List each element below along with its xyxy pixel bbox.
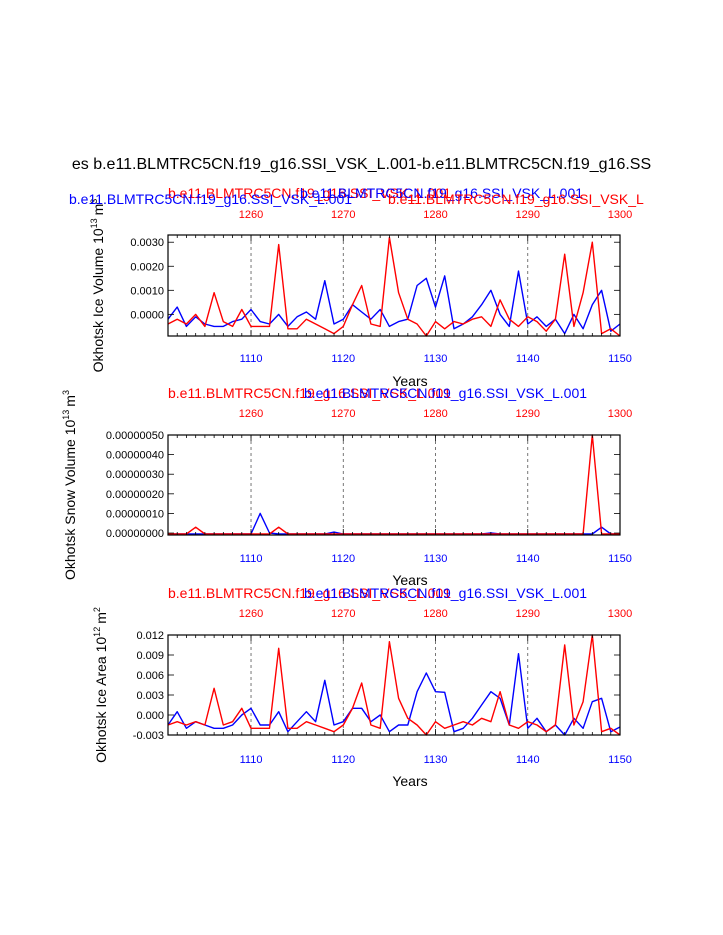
top-x-tick-label: 1300 — [608, 209, 632, 221]
series-title-blue: b.e11.BLMTRC5CN.f19_g16.SSI_VSK_L.001 — [304, 585, 587, 601]
top-x-tick-label: 1270 — [331, 209, 355, 221]
top-x-tick-label: 1270 — [331, 408, 355, 420]
x-axis-title: Years — [392, 373, 427, 389]
series-title-red-2: b.e11.BLMTRC5CN.f19_g16.SSI_VSK_L — [388, 191, 644, 207]
series-line-blue — [167, 270, 621, 335]
y-axis-title-main: Okhotsk Snow Volume 10 — [62, 419, 78, 580]
y-tick-label: 0.009 — [136, 650, 164, 662]
y-tick-label: 0.0020 — [130, 261, 164, 273]
y-axis-title-main: Okhotsk Ice Area 10 — [93, 637, 109, 763]
series-line-blue — [168, 512, 620, 535]
x-axis-title: Years — [392, 572, 427, 588]
series-title-red: b.e11.BLMTRC5CN.f19_g16.SSI_VSK_L.001 — [168, 185, 451, 201]
y-tick-label: 0.0000 — [130, 309, 164, 321]
x-tick-label: 1120 — [331, 754, 355, 766]
y-tick-label: 0.00000000 — [106, 528, 164, 540]
x-tick-label: 1140 — [516, 553, 540, 565]
top-x-tick-label: 1290 — [516, 408, 540, 420]
series-title-blue-2: b.e11.BLMTRC5CN.f19_g16.SSI_VSK_L.001 — [300, 185, 583, 201]
y-axis-title-unit-exp: 2 — [92, 607, 102, 612]
x-tick-label: 1110 — [240, 353, 263, 365]
y-tick-label: 0.012 — [136, 630, 164, 642]
top-x-tick-label: 1270 — [331, 608, 355, 620]
x-tick-label: 1120 — [331, 553, 355, 565]
series-line-red — [167, 236, 621, 337]
y-tick-label: 0.0030 — [130, 237, 164, 249]
x-tick-label: 1130 — [424, 754, 448, 766]
y-axis-title-unit: m — [90, 204, 106, 216]
y-tick-label: 0.00000020 — [106, 489, 164, 501]
series-title-red: b.e11.BLMTRC5CN.f19_g16.SSI_VSK_L.001 — [168, 585, 451, 601]
x-tick-label: 1110 — [240, 553, 263, 565]
x-tick-label: 1140 — [516, 353, 540, 365]
top-x-tick-label: 1280 — [423, 608, 447, 620]
y-tick-label: 0.003 — [136, 690, 164, 702]
y-tick-label: 0.00000050 — [106, 430, 164, 442]
plot-frame — [167, 234, 621, 337]
x-tick-label: 1110 — [240, 754, 263, 766]
x-axis-title: Years — [392, 773, 427, 789]
y-axis-title-unit: m — [62, 395, 78, 407]
y-tick-label: 0.00000030 — [106, 469, 164, 481]
series-title-blue: b.e11.BLMTRC5CN.f19_g16.SSI_VSK_L.001 — [69, 191, 352, 207]
y-axis-title-unit: m — [93, 612, 109, 624]
x-tick-label: 1130 — [424, 353, 448, 365]
top-x-tick-label: 1280 — [423, 209, 447, 221]
y-axis-title-exp: 12 — [92, 627, 102, 637]
series-line-red — [168, 434, 620, 535]
x-tick-label: 1130 — [424, 553, 448, 565]
chart-ice-volume: 1110 1120 1130 1140 1150 1260 1270 1280 1290 1300… — [69, 185, 644, 389]
x-tick-label: 1150 — [608, 754, 632, 766]
y-axis-title: Okhotsk Ice Volume 1013 m3 — [89, 199, 106, 373]
y-tick-label: -0.003 — [133, 730, 164, 742]
series-line-blue — [167, 653, 621, 736]
y-axis-title-main: Okhotsk Ice Volume 10 — [90, 228, 106, 372]
chart-ice-area: 1110 1120 1130 1140 1150 1260 1270 1280 1290 1300… — [92, 585, 632, 789]
y-axis-title-exp: 13 — [61, 410, 71, 420]
x-tick-label: 1140 — [516, 754, 540, 766]
figure-title: es b.e11.BLMTRC5CN.f19_g16.SSI_VSK_L.001… — [71, 156, 652, 173]
top-x-tick-label: 1300 — [608, 408, 632, 420]
top-x-tick-label: 1260 — [239, 408, 263, 420]
top-x-tick-label: 1260 — [239, 209, 263, 221]
top-x-tick-label: 1300 — [608, 608, 632, 620]
y-tick-label: 0.0010 — [130, 285, 164, 297]
plot-frame — [167, 434, 621, 536]
x-tick-label: 1120 — [331, 353, 355, 365]
y-axis-title-unit-exp: 3 — [61, 390, 71, 395]
top-x-tick-label: 1280 — [423, 408, 447, 420]
y-tick-label: 0.00000010 — [106, 508, 164, 520]
y-axis-title: Okhotsk Ice Area 1012 m2 — [92, 607, 109, 763]
y-axis-title: Okhotsk Snow Volume 1013 m3 — [61, 390, 78, 580]
series-line-red — [167, 634, 621, 736]
y-tick-label: 0.006 — [136, 670, 164, 682]
x-tick-label: 1150 — [608, 353, 632, 365]
top-x-tick-label: 1290 — [516, 608, 540, 620]
y-tick-label: 0.000 — [136, 710, 164, 722]
y-axis-title-unit-exp: 3 — [89, 199, 99, 204]
chart-snow-volume: 1110 1120 1130 1140 1150 1260 1270 1280 1290 1300… — [61, 385, 632, 588]
plot-frame — [167, 634, 621, 736]
y-tick-label: 0.00000040 — [106, 450, 164, 462]
top-x-tick-label: 1260 — [239, 608, 263, 620]
x-tick-label: 1150 — [608, 553, 632, 565]
series-title-blue: b.e11.BLMTRC5CN.f19_g16.SSI_VSK_L.001 — [304, 385, 587, 401]
y-axis-title-exp: 13 — [89, 218, 99, 228]
series-title-red: b.e11.BLMTRC5CN.f19_g16.SSI_VSK_L.001 — [168, 385, 451, 401]
top-x-tick-label: 1290 — [516, 209, 540, 221]
